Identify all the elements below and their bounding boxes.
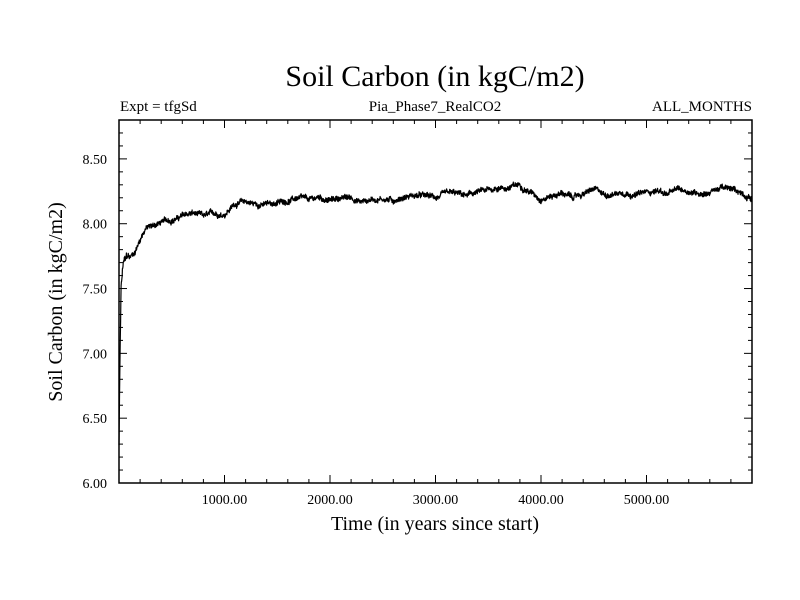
x-tick-label: 4000.00 bbox=[518, 493, 564, 508]
y-tick-label: 8.50 bbox=[83, 153, 108, 168]
x-axis-label: Time (in years since start) bbox=[331, 513, 539, 535]
subtitle-right: ALL_MONTHS bbox=[652, 99, 752, 115]
y-tick-label: 6.50 bbox=[83, 412, 108, 427]
subtitle-left: Expt = tfgSd bbox=[120, 99, 197, 115]
chart-title: Soil Carbon (in kgC/m2) bbox=[285, 60, 584, 93]
x-tick-label: 1000.00 bbox=[202, 493, 248, 508]
y-axis-label: Soil Carbon (in kgC/m2) bbox=[45, 202, 67, 401]
x-axis: 1000.00 2000.00 3000.00 4000.00 5000.00 bbox=[139, 120, 732, 508]
x-tick-label: 3000.00 bbox=[413, 493, 459, 508]
y-tick-label: 7.50 bbox=[83, 283, 108, 298]
plot-area bbox=[118, 119, 753, 484]
y-tick-label: 8.00 bbox=[83, 218, 108, 233]
subtitle-center: Pia_Phase7_RealCO2 bbox=[369, 99, 502, 115]
plot-frame bbox=[118, 119, 753, 484]
series-line-soil-carbon bbox=[118, 181, 753, 446]
x-tick-label: 2000.00 bbox=[307, 493, 353, 508]
y-tick-label: 7.00 bbox=[83, 347, 108, 362]
y-axis: 6.00 6.50 7.00 7.50 8.00 8.50 bbox=[83, 119, 752, 492]
x-tick-label: 5000.00 bbox=[624, 493, 670, 508]
y-tick-label: 6.00 bbox=[83, 477, 108, 492]
